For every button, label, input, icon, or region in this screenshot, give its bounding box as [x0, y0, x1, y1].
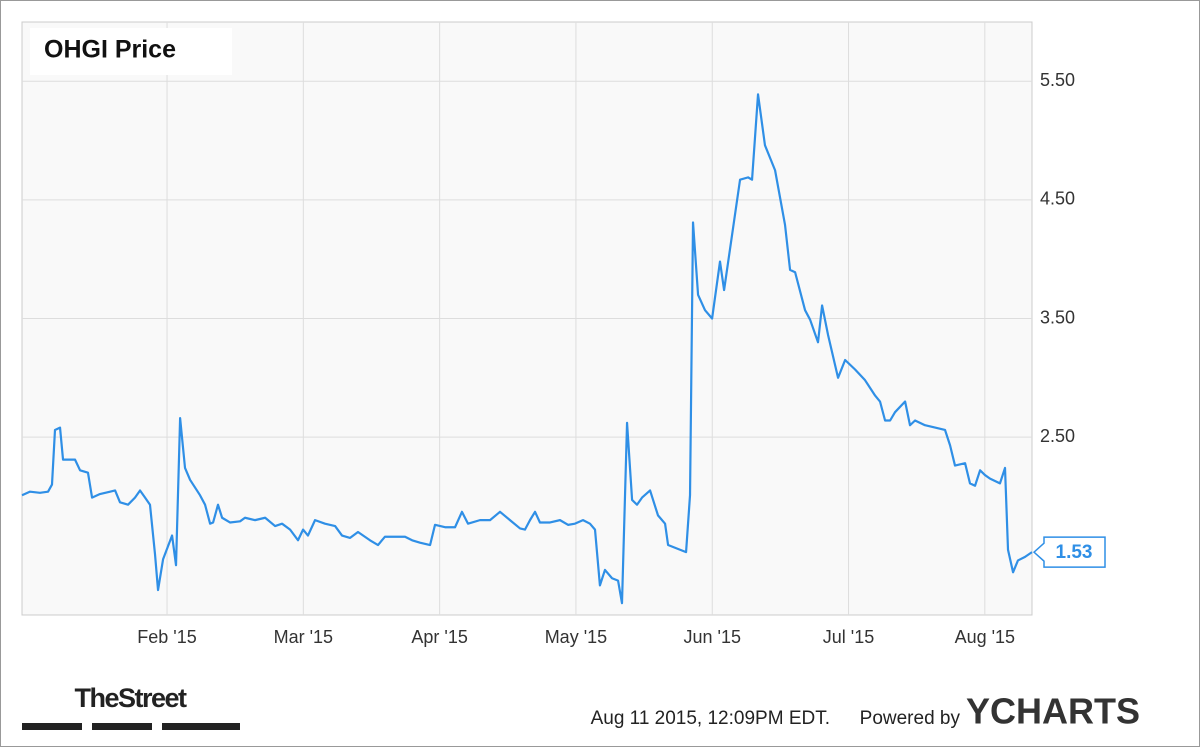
last-value-label: 1.53 [1056, 542, 1093, 563]
y-tick-label: 5.50 [1040, 70, 1075, 90]
brand: YCHARTS [966, 691, 1140, 732]
title-box [30, 28, 232, 75]
y-tick-label: 3.50 [1040, 307, 1075, 327]
x-tick-label: Aug '15 [955, 627, 1016, 647]
chart-title: OHGI Price [44, 36, 176, 64]
x-tick-label: Apr '15 [411, 627, 467, 647]
powered-by: Powered by [860, 708, 961, 729]
source-logo: TheStreet [74, 683, 187, 713]
timestamp: Aug 11 2015, 12:09PM EDT. [591, 708, 830, 729]
x-tick-label: May '15 [545, 627, 607, 647]
x-tick-label: Mar '15 [274, 627, 333, 647]
price-line [21, 93, 1033, 605]
callout-box [1032, 536, 1106, 568]
logo-bar [22, 723, 82, 730]
x-tick-label: Feb '15 [137, 627, 196, 647]
logo-bar [162, 723, 240, 730]
y-tick-label: 2.50 [1040, 426, 1075, 446]
y-tick-label: 4.50 [1040, 189, 1075, 209]
x-tick-label: Jun '15 [683, 627, 740, 647]
logo-bar [92, 723, 152, 730]
last-value-callout: 1.53 [1032, 536, 1106, 568]
x-tick-label: Jul '15 [823, 627, 874, 647]
